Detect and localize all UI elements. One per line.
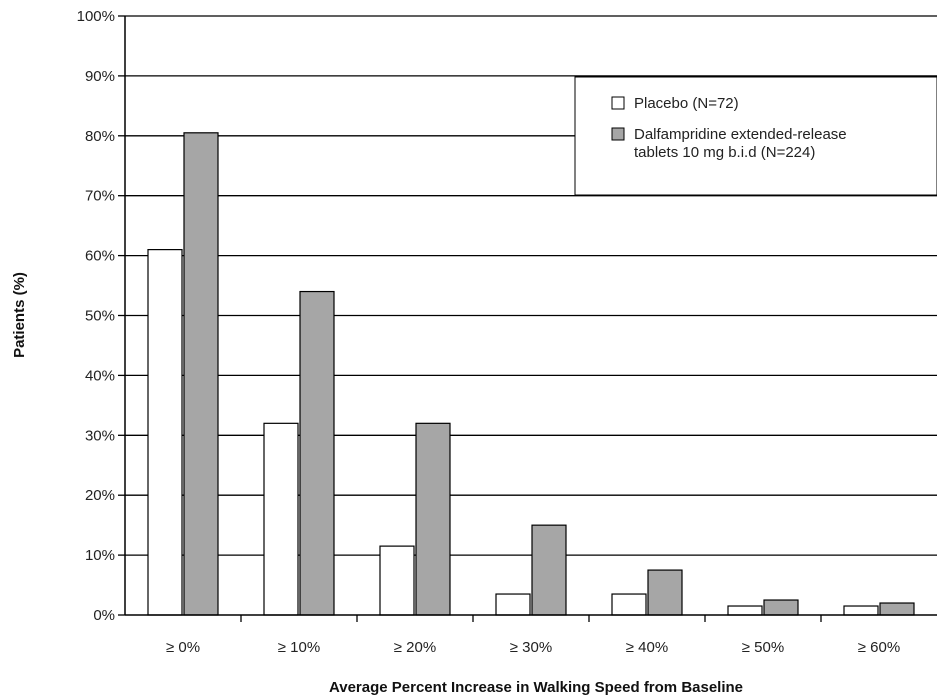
x-tick-label: ≥ 50% <box>742 639 784 656</box>
gridlines <box>125 15 937 556</box>
bar-dalfampridine <box>763 599 799 616</box>
bar-placebo <box>495 593 531 616</box>
bar-placebo <box>147 249 183 616</box>
y-tick-label: 90% <box>85 68 115 85</box>
bar-dalfampridine <box>415 422 451 616</box>
bar-dalfampridine <box>531 524 567 616</box>
legend-label-dalfampridine-line-1: Dalfampridine extended-release <box>634 126 847 143</box>
legend-box <box>574 76 937 196</box>
x-tick-label: ≥ 0% <box>166 639 200 656</box>
bar-dalfampridine <box>879 602 915 616</box>
bar-placebo <box>379 545 415 616</box>
bar-dalfampridine <box>299 290 335 616</box>
legend: Placebo (N=72) Dalfampridine extended-re… <box>574 76 937 196</box>
legend-label-placebo: Placebo (N=72) <box>634 95 739 112</box>
y-axis-ticks: 0% 10% 20% 30% 40% 50% 60% 70% 80% 90% 100% <box>77 8 125 624</box>
y-tick-label: 70% <box>85 188 115 205</box>
x-tick-label: ≥ 10% <box>278 639 320 656</box>
legend-swatch-dalfampridine <box>611 127 625 141</box>
bar-placebo <box>843 605 879 616</box>
x-axis-title: Average Percent Increase in Walking Spee… <box>329 679 743 696</box>
y-tick-label: 50% <box>85 308 115 325</box>
bars <box>147 132 915 616</box>
y-tick-label: 10% <box>85 547 115 564</box>
x-tick-label: ≥ 20% <box>394 639 436 656</box>
legend-label-dalfampridine-line-2: tablets 10 mg b.i.d (N=224) <box>634 144 815 161</box>
y-tick-label: 80% <box>85 128 115 145</box>
bar-dalfampridine <box>647 569 683 616</box>
legend-label-dalfampridine: Dalfampridine extended-release tablets 1… <box>634 126 851 161</box>
y-tick-label: 60% <box>85 248 115 265</box>
y-tick-label: 100% <box>77 8 115 25</box>
bar-placebo <box>611 593 647 616</box>
bar-dalfampridine <box>183 132 219 616</box>
x-tick-label: ≥ 60% <box>858 639 900 656</box>
y-tick-label: 20% <box>85 487 115 504</box>
y-tick-label: 30% <box>85 427 115 444</box>
legend-swatch-placebo <box>611 96 625 110</box>
y-axis-title: Patients (%) <box>11 272 28 358</box>
bar-placebo <box>263 422 299 616</box>
bar-placebo <box>727 605 763 616</box>
y-tick-label: 40% <box>85 367 115 384</box>
x-tick-label: ≥ 30% <box>510 639 552 656</box>
x-axis-ticks: ≥ 0% ≥ 10% ≥ 20% ≥ 30% ≥ 40% ≥ 50% ≥ 60% <box>166 615 900 656</box>
x-tick-label: ≥ 40% <box>626 639 668 656</box>
y-tick-label: 0% <box>93 607 115 624</box>
